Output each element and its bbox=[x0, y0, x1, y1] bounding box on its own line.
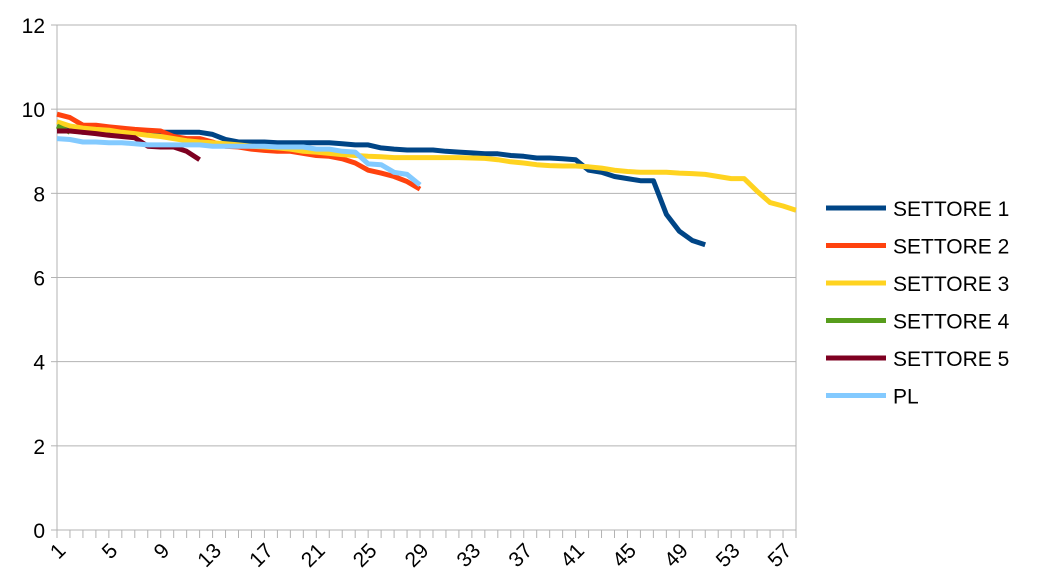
x-tick-label: 9 bbox=[150, 539, 175, 564]
y-tick-label: 10 bbox=[22, 99, 45, 122]
legend-label: SETTORE 4 bbox=[893, 311, 1010, 334]
x-tick-label: 37 bbox=[504, 539, 537, 572]
y-tick-label: 0 bbox=[33, 520, 45, 543]
series-line-settore-5 bbox=[57, 128, 201, 162]
series-lines bbox=[55, 111, 797, 248]
x-tick-label: 17 bbox=[245, 539, 278, 572]
x-tick-label: 29 bbox=[401, 539, 434, 572]
x-tick-label: 1 bbox=[46, 539, 71, 564]
y-tick-label: 8 bbox=[33, 183, 45, 206]
y-tick-label: 4 bbox=[33, 352, 45, 375]
y-tick-label: 6 bbox=[33, 268, 45, 291]
legend-label: SETTORE 2 bbox=[893, 236, 1009, 259]
legend-label: SETTORE 1 bbox=[893, 198, 1009, 221]
x-tick-label: 13 bbox=[193, 539, 226, 572]
x-tick-label: 57 bbox=[764, 539, 797, 572]
gridlines bbox=[57, 24, 796, 447]
axes: 0 2 4 6 8 10 12 1 5 9 13 17 21 25 29 33 37 41 45 49 53 57 bbox=[22, 15, 797, 572]
y-tick-label: 12 bbox=[22, 15, 45, 38]
series-line-pl bbox=[56, 136, 422, 187]
legend-label: PL bbox=[893, 386, 919, 409]
series-line-settore-2 bbox=[56, 111, 422, 192]
legend: SETTORE 1 SETTORE 2 SETTORE 3 SETTORE 4 SETT… bbox=[826, 198, 1010, 409]
x-tick-label: 21 bbox=[297, 539, 330, 572]
x-tick-label: 49 bbox=[660, 539, 693, 572]
x-tick-label: 5 bbox=[98, 539, 123, 564]
legend-label: SETTORE 3 bbox=[893, 273, 1009, 296]
x-tick-label: 53 bbox=[712, 539, 745, 572]
x-tick-label: 33 bbox=[453, 539, 486, 572]
y-tick-label: 2 bbox=[33, 436, 45, 459]
x-tick-label: 25 bbox=[349, 539, 382, 572]
x-tick-label: 41 bbox=[556, 539, 589, 572]
x-tick-label: 45 bbox=[608, 539, 641, 572]
series-line-settore-3 bbox=[56, 119, 797, 213]
legend-label: SETTORE 5 bbox=[893, 348, 1009, 371]
